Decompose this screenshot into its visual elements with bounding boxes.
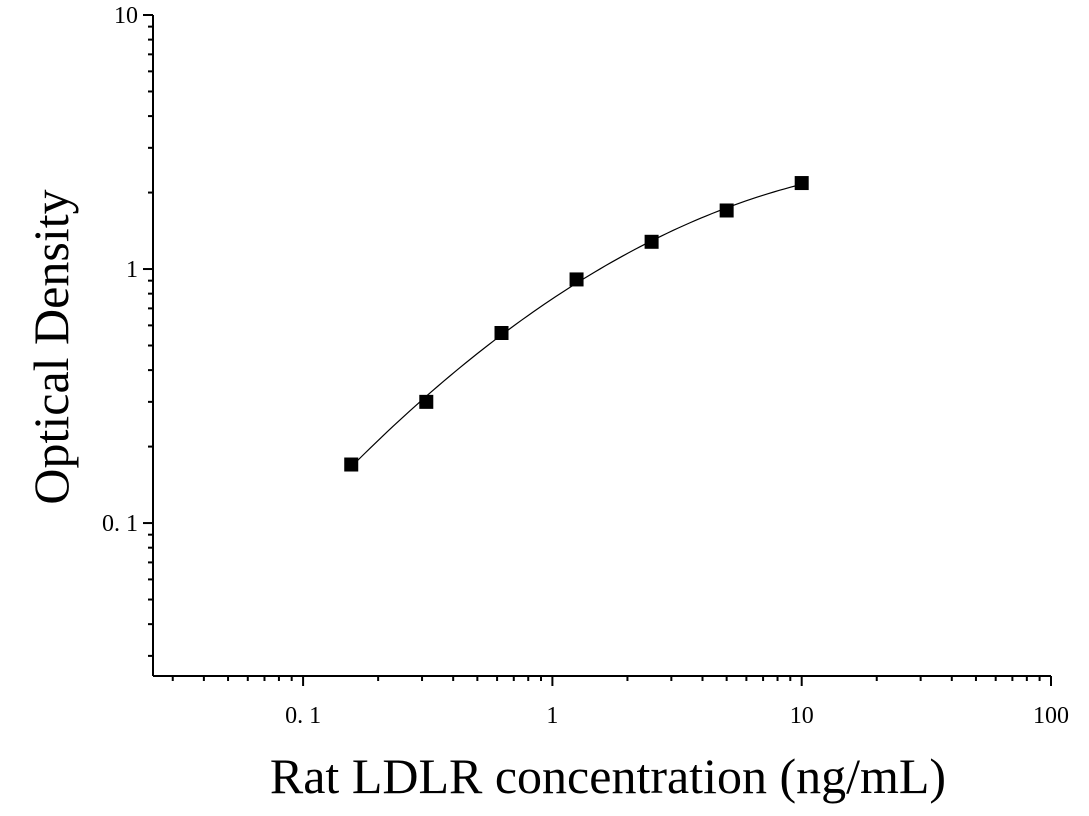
data-point: [719, 203, 734, 218]
x-tick-label: 1: [546, 703, 558, 729]
axes: [143, 14, 1052, 686]
fit-curve-group: [353, 183, 802, 465]
x-axis-title: Rat LDLR concentration (ng/mL): [270, 748, 946, 804]
y-axis-title: Optical Density: [23, 189, 79, 504]
y-tick-label: 0. 1: [102, 511, 138, 537]
data-point: [569, 272, 584, 287]
y-tick-label: 10: [114, 3, 138, 29]
tick-labels: 0. 1 1 10 100 0. 1 1 10: [102, 3, 1069, 729]
data-points: [344, 176, 809, 472]
y-tick-label: 1: [126, 257, 138, 283]
data-point: [494, 325, 509, 340]
x-tick-label: 10: [790, 703, 814, 729]
data-point: [794, 176, 809, 191]
data-point: [344, 457, 359, 472]
x-tick-label: 0. 1: [285, 703, 321, 729]
fit-curve: [353, 183, 802, 465]
x-tick-label: 100: [1033, 703, 1069, 729]
data-point: [419, 394, 434, 409]
data-point: [644, 234, 659, 249]
